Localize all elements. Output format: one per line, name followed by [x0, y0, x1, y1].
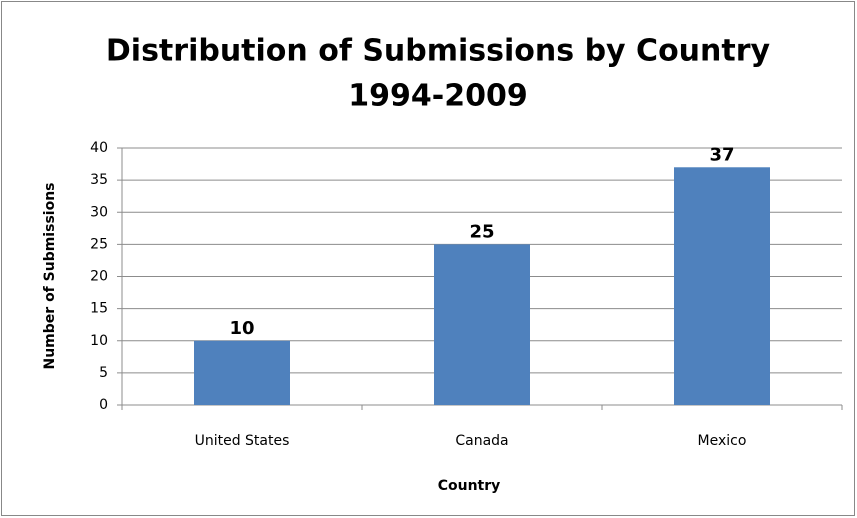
y-tick-label: 10 [90, 333, 108, 349]
y-tick-label: 20 [90, 269, 108, 285]
y-tick-label: 25 [90, 236, 108, 252]
y-tick-label: 15 [90, 301, 108, 317]
y-tick-label: 5 [99, 365, 108, 381]
bar [674, 167, 770, 405]
x-tick-label: Canada [455, 433, 508, 449]
bar [434, 244, 530, 405]
chart-subtitle: 1994-2009 [348, 79, 527, 114]
data-label: 25 [469, 221, 494, 242]
y-axis-title: Number of Submissions [42, 183, 58, 370]
data-label: 37 [709, 144, 734, 165]
y-tick-label: 40 [90, 140, 108, 156]
bar [194, 340, 290, 405]
y-tick-label: 35 [90, 172, 108, 188]
chart-title: Distribution of Submissions by Country [106, 34, 771, 69]
x-axis-title: Country [438, 478, 501, 494]
x-tick-label: Mexico [698, 433, 747, 449]
y-tick-label: 30 [90, 204, 108, 220]
y-tick-label: 0 [99, 397, 108, 413]
x-tick-label: United States [195, 433, 290, 449]
data-label: 10 [229, 318, 254, 339]
